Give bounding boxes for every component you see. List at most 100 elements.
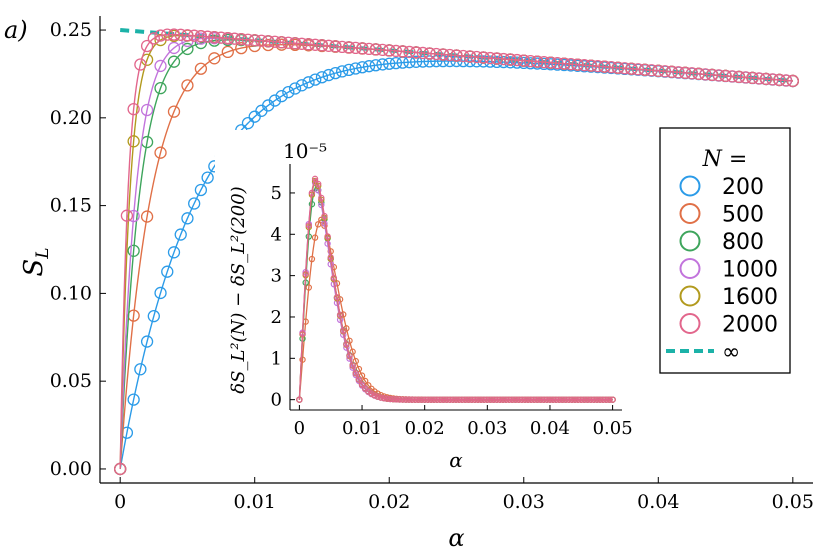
inset-series-500-point xyxy=(349,348,356,355)
inset-series-500-point xyxy=(308,255,316,263)
inset-series-2000-point xyxy=(424,396,432,403)
inset-series-2000-point xyxy=(355,376,363,383)
series-2000-point xyxy=(564,58,577,71)
series-2000-point xyxy=(679,66,692,79)
inset-series-2000-point xyxy=(333,294,341,301)
inset-series-2000-point xyxy=(305,222,312,229)
inset-series-2000-point xyxy=(527,396,535,403)
series-200-point xyxy=(134,363,147,376)
series-200-point xyxy=(416,55,430,68)
inset-y-tick-label: 4 xyxy=(271,224,282,245)
series-2000-point xyxy=(322,39,335,52)
inset-series-2000-point xyxy=(421,396,428,403)
series-200-point xyxy=(477,55,490,68)
inset-series-2000-point xyxy=(318,194,325,202)
inset-series-2000-point xyxy=(330,274,338,282)
series-200-point xyxy=(309,73,322,86)
series-200-point xyxy=(302,76,315,89)
series-200-point xyxy=(329,66,342,80)
inset-x-tick-label: 0 xyxy=(294,418,305,439)
series-2000-point xyxy=(463,50,477,63)
inset-series-2000-point xyxy=(455,396,463,403)
inset-y-multiplier: 10⁻⁵ xyxy=(283,139,327,163)
inset-series-2000-point xyxy=(393,396,400,403)
series-200-point xyxy=(167,246,181,259)
series-200-point xyxy=(403,56,416,69)
legend-1600-swatch xyxy=(679,285,701,307)
inset-series-2000-point xyxy=(449,396,457,403)
inset-series-500-point xyxy=(314,221,322,228)
inset-series-2000-point xyxy=(474,396,482,403)
inset-series-2000-point xyxy=(459,396,466,403)
inset-series-2000-point xyxy=(336,311,344,319)
inset-x-tick-label: 0.01 xyxy=(342,418,382,439)
series-1000-point xyxy=(140,103,154,117)
inset-y-tick-label: 0 xyxy=(271,390,282,411)
inset-series-2000-point xyxy=(584,396,591,403)
series-500-point xyxy=(194,62,208,75)
inset-series-2000-point xyxy=(368,390,375,397)
series-200-point xyxy=(181,212,194,225)
inset-series-2000-point xyxy=(518,396,525,403)
series-200-point xyxy=(295,79,308,92)
series-2000-point xyxy=(557,57,571,70)
series-2000-point xyxy=(255,34,268,47)
inset-x-axis-label: α xyxy=(449,448,463,472)
inset-series-2000-point xyxy=(324,233,331,240)
inset-plot: 0 0.01 0.02 0.03 0.04 0.05 0 1 2 3 4 510⁻⁵ α δS_L²(N)… xyxy=(215,130,635,475)
inset-x-tick-label: 0.04 xyxy=(530,418,570,439)
series-2000-point xyxy=(436,48,450,61)
inset-series-500-point xyxy=(305,284,312,291)
inset-series-2000-point xyxy=(537,396,544,403)
series-2000-point xyxy=(645,64,658,77)
inset-series-2000-point xyxy=(603,396,610,403)
legend-1600-label: 1600 xyxy=(722,285,778,310)
inset-series-2000-point xyxy=(574,396,582,403)
inset-y-tick-label: 1 xyxy=(271,348,282,369)
inset-series-2000-point xyxy=(311,175,319,183)
series-200-point xyxy=(282,86,295,99)
series-500-point xyxy=(262,38,275,52)
inset-series-2000-point xyxy=(490,396,497,403)
series-2000-point xyxy=(443,48,456,62)
series-1600-point xyxy=(127,135,140,148)
legend-200-label: 200 xyxy=(722,175,764,200)
series-200-point xyxy=(436,54,450,68)
inset-series-2000-point xyxy=(512,396,519,403)
series-2000-point xyxy=(181,29,194,42)
series-2000-point xyxy=(779,74,793,87)
inset-series-500-point xyxy=(358,372,366,379)
series-2000-point xyxy=(773,73,786,87)
inset-series-2000-point xyxy=(383,395,391,402)
series-200-point xyxy=(342,63,356,76)
series-2000-point xyxy=(598,60,611,73)
series-200-point xyxy=(490,55,504,68)
x-tick-label: 0.03 xyxy=(503,491,545,513)
series-2000-point xyxy=(369,43,382,56)
series-2000-point xyxy=(396,45,409,58)
series-2000-point xyxy=(537,55,551,69)
series-800-point xyxy=(154,82,167,95)
series-800-point xyxy=(181,42,194,56)
inset-series-2000-point xyxy=(484,396,491,403)
legend-200-swatch xyxy=(679,175,701,197)
series-200-point xyxy=(409,55,423,68)
series-200-point xyxy=(322,68,335,82)
series-200-point xyxy=(389,56,403,70)
inset-series-2000-point xyxy=(440,396,447,403)
series-500-point xyxy=(235,41,248,55)
series-500-point xyxy=(208,52,221,65)
series-2000-point xyxy=(362,42,376,56)
series-2000-point xyxy=(282,36,295,49)
inset-series-2000-point xyxy=(465,396,472,403)
inset-x-tick-label: 0.02 xyxy=(405,418,445,439)
inset-series-2000-point xyxy=(568,396,576,403)
inset-series-2000-point xyxy=(587,396,594,403)
legend-inf-label: ∞ xyxy=(722,340,740,365)
series-2000-point xyxy=(705,68,719,81)
y-tick-label: 0.05 xyxy=(50,370,92,392)
series-200-point xyxy=(430,55,443,68)
inset-series-2000-point xyxy=(496,396,504,403)
inset-series-2000-point xyxy=(546,396,554,403)
series-200-point xyxy=(504,56,517,69)
